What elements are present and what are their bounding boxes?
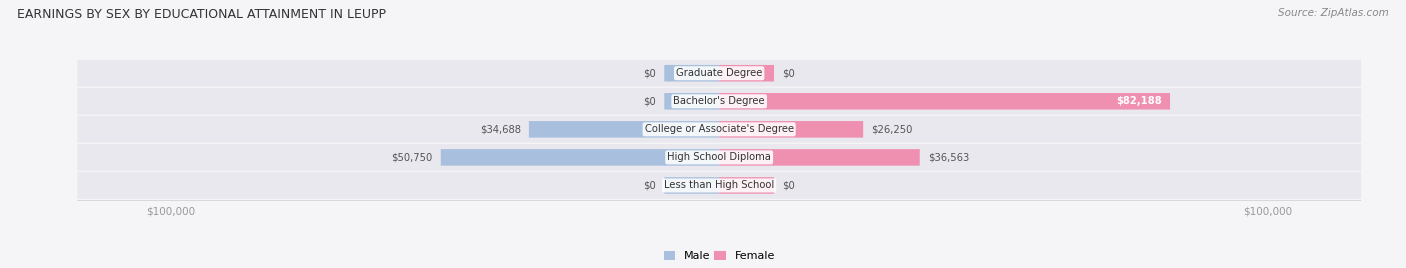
FancyBboxPatch shape — [718, 149, 920, 166]
Text: $36,563: $36,563 — [928, 152, 969, 162]
Text: $0: $0 — [644, 96, 657, 106]
Text: $82,188: $82,188 — [1116, 96, 1161, 106]
Legend: Male, Female: Male, Female — [659, 247, 779, 266]
FancyBboxPatch shape — [77, 144, 1361, 171]
Text: $50,750: $50,750 — [391, 152, 433, 162]
Text: $0: $0 — [782, 180, 794, 191]
FancyBboxPatch shape — [529, 121, 720, 137]
FancyBboxPatch shape — [77, 88, 1361, 115]
Text: Less than High School: Less than High School — [664, 180, 775, 191]
Text: Graduate Degree: Graduate Degree — [676, 68, 762, 78]
Text: $26,250: $26,250 — [872, 124, 912, 134]
FancyBboxPatch shape — [718, 65, 775, 81]
Text: $0: $0 — [644, 180, 657, 191]
FancyBboxPatch shape — [440, 149, 720, 166]
Text: College or Associate's Degree: College or Associate's Degree — [644, 124, 794, 134]
FancyBboxPatch shape — [664, 65, 720, 81]
Text: High School Diploma: High School Diploma — [668, 152, 770, 162]
FancyBboxPatch shape — [77, 60, 1361, 87]
Text: Source: ZipAtlas.com: Source: ZipAtlas.com — [1278, 8, 1389, 18]
FancyBboxPatch shape — [664, 177, 720, 194]
FancyBboxPatch shape — [77, 116, 1361, 143]
Text: EARNINGS BY SEX BY EDUCATIONAL ATTAINMENT IN LEUPP: EARNINGS BY SEX BY EDUCATIONAL ATTAINMEN… — [17, 8, 385, 21]
Text: $0: $0 — [782, 68, 794, 78]
Text: $34,688: $34,688 — [479, 124, 520, 134]
FancyBboxPatch shape — [664, 93, 720, 110]
FancyBboxPatch shape — [77, 172, 1361, 199]
FancyBboxPatch shape — [718, 93, 1170, 110]
Text: $0: $0 — [644, 68, 657, 78]
FancyBboxPatch shape — [718, 177, 775, 194]
FancyBboxPatch shape — [718, 121, 863, 137]
Text: Bachelor's Degree: Bachelor's Degree — [673, 96, 765, 106]
